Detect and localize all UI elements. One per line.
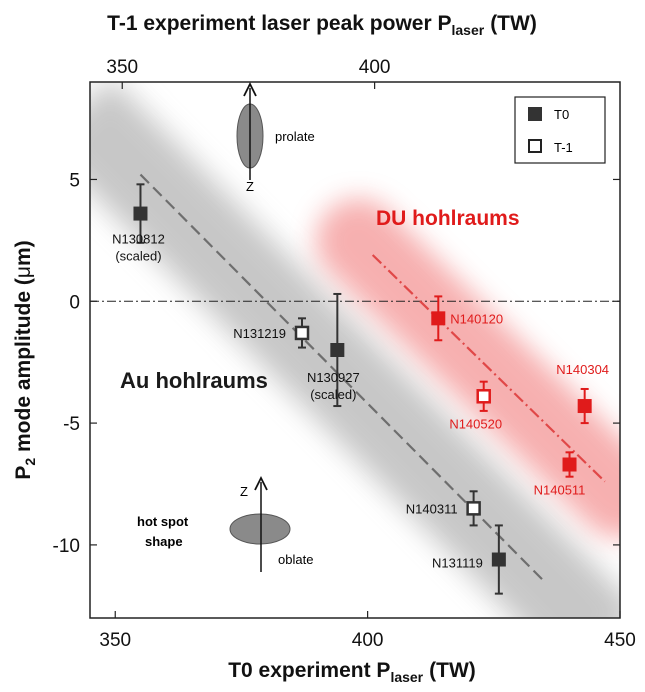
legend-marker-t1	[528, 139, 542, 153]
oblate-label: oblate	[278, 552, 313, 567]
point-label: N131119	[432, 556, 483, 571]
y-axis-title: P2 mode amplitude (μm)	[12, 240, 38, 479]
x-tick-label: 400	[352, 630, 384, 651]
data-point-n140520: N140520	[449, 380, 502, 431]
x-top-axis-title: T-1 experiment laser peak power Plaser (T…	[107, 12, 537, 38]
x-tick-label: 450	[604, 630, 636, 651]
data-point-n140311: N140311	[406, 490, 481, 527]
point-label: N140511	[534, 483, 586, 498]
data-point-n140120: N140120	[431, 295, 503, 342]
x-axis-title: T0 experiment Plaser (TW)	[228, 659, 476, 685]
data-point-n131119: N131119	[432, 524, 506, 595]
marker-open-square	[294, 325, 310, 341]
y-tick-label: 0	[69, 292, 80, 313]
hot-spot-label-line2: shape	[145, 534, 183, 549]
oblate-z-arrow-icon	[254, 475, 268, 491]
fit-line-du	[371, 254, 606, 483]
data-points: N130812 (scaled) N131219 N130927 (scaled) N14…	[112, 183, 609, 595]
du-hohlraums-label: DU hohlraums	[376, 207, 520, 230]
point-label-note: (scaled)	[115, 249, 161, 264]
x-top-tick-label: 400	[359, 57, 391, 78]
marker-filled-square	[491, 552, 506, 567]
y-tick-label: -10	[53, 536, 80, 557]
point-label: N140304	[556, 362, 609, 377]
axis-ticks: 350 400 450 350 400 5 0 -5 -10	[53, 57, 636, 651]
prolate-label: prolate	[275, 129, 315, 144]
point-label: N140520	[449, 416, 502, 431]
prolate-z-arrow-icon	[243, 81, 257, 97]
prolate-shape-illustration: Z prolate	[236, 81, 315, 194]
point-label-note: (scaled)	[310, 387, 356, 402]
legend-label-t0: T0	[554, 107, 569, 122]
marker-filled-square	[330, 343, 345, 357]
legend: T0 T-1	[514, 96, 606, 164]
oblate-shape-illustration: Z oblate hot spot shape	[137, 475, 313, 572]
marker-filled-square	[431, 311, 446, 326]
point-label: N130812	[112, 232, 165, 247]
data-point-n131219: N131219	[233, 317, 310, 349]
marker-filled-square	[133, 206, 148, 221]
au-hohlraums-label: Au hohlraums	[120, 368, 268, 393]
prolate-z-label: Z	[246, 179, 254, 194]
plot-frame	[89, 81, 621, 619]
y-tick-label: 5	[69, 170, 80, 191]
data-point-n140304: N140304	[556, 362, 609, 425]
point-label: N140120	[450, 311, 503, 326]
point-label: N140311	[406, 501, 458, 516]
oblate-z-label: Z	[240, 484, 248, 499]
point-label: N131219	[233, 326, 286, 341]
legend-label-t1: T-1	[554, 140, 573, 155]
band-au	[90, 82, 620, 618]
oblate-ellipse	[229, 513, 291, 545]
point-label: N130927	[307, 370, 360, 385]
legend-marker-t0	[528, 107, 542, 121]
marker-open-square	[476, 389, 491, 404]
y-tick-label: -5	[63, 414, 80, 435]
data-point-n130927: N130927 (scaled)	[307, 292, 360, 408]
marker-filled-square	[562, 457, 577, 472]
x-tick-label: 350	[99, 630, 131, 651]
data-point-n130812: N130812 (scaled)	[112, 183, 165, 264]
x-top-tick-label: 350	[106, 57, 138, 78]
marker-open-square	[466, 501, 481, 516]
hot-spot-label-line1: hot spot	[137, 514, 189, 529]
marker-filled-square	[577, 399, 592, 414]
data-point-n140511: N140511	[534, 451, 586, 498]
